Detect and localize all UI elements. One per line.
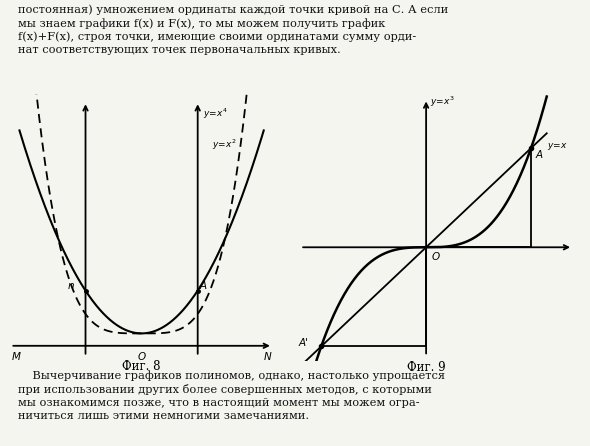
Text: Фиг. 9: Фиг. 9: [407, 361, 445, 374]
Text: O: O: [138, 352, 146, 362]
Text: A: A: [535, 150, 542, 160]
Text: O: O: [431, 252, 440, 262]
Text: $y\!=\!x$: $y\!=\!x$: [547, 141, 568, 152]
Text: n: n: [67, 281, 74, 291]
Text: M: M: [11, 352, 20, 362]
Text: A: A: [199, 281, 206, 291]
Text: $y\!=\!x^4$: $y\!=\!x^4$: [203, 107, 228, 121]
Text: N: N: [264, 352, 271, 362]
Text: постоянная) умножением ординаты каждой точки кривой на С. А если
мы знаем график: постоянная) умножением ординаты каждой т…: [18, 4, 448, 55]
Text: A': A': [298, 339, 308, 348]
Text: Вычерчивание графиков полиномов, однако, настолько упрощается
при использовании : Вычерчивание графиков полиномов, однако,…: [18, 370, 445, 421]
Text: Фиг. 8: Фиг. 8: [122, 360, 161, 373]
Text: $y\!=\!x^3$: $y\!=\!x^3$: [430, 94, 455, 108]
Text: $y\!=\!x^2$: $y\!=\!x^2$: [212, 137, 237, 152]
